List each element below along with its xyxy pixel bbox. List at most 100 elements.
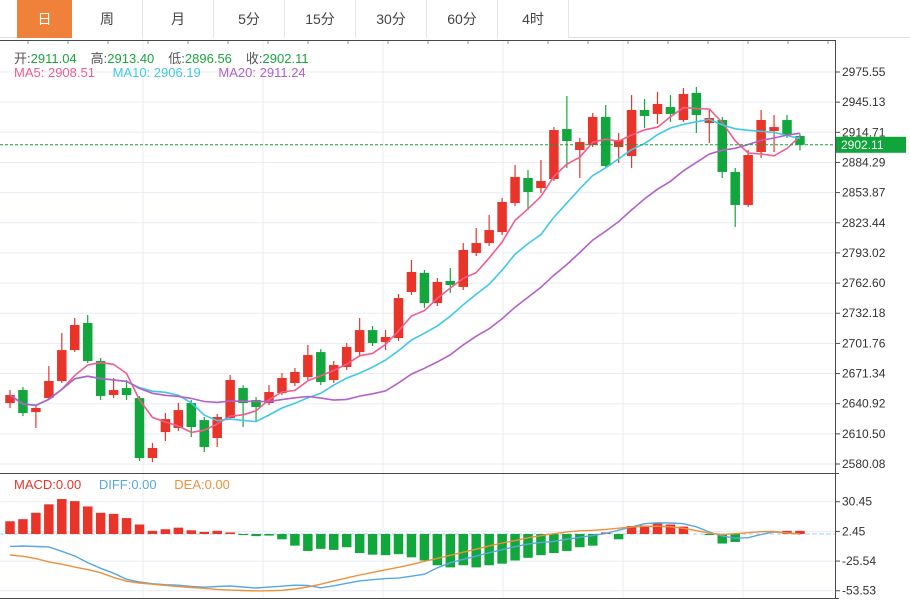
tab-周[interactable]: 周 (72, 0, 143, 38)
axis-tick-label: 2610.50 (842, 427, 886, 441)
tab-60分[interactable]: 60分 (427, 0, 498, 38)
candle-body (406, 271, 417, 293)
macd-legend: MACD:0.00 DIFF:0.00 DEA:0.00 (14, 477, 244, 492)
candle-body (82, 323, 93, 361)
candle-body (173, 410, 184, 429)
axis-tick-label: -53.53 (842, 584, 876, 598)
high-value: 2913.40 (107, 51, 155, 66)
candle-body (652, 103, 663, 114)
axis-tick-label: 2945.13 (842, 95, 886, 109)
tab-30分[interactable]: 30分 (356, 0, 427, 38)
candle-body (341, 347, 352, 368)
ma20-line (9, 132, 801, 407)
close-label: 收: (245, 51, 263, 66)
candle-body (769, 127, 779, 132)
ma5-value: 2908.51 (47, 65, 95, 80)
axis-tick-label: 2914.71 (842, 125, 886, 139)
dea-line (9, 525, 801, 592)
candle-body (329, 365, 339, 381)
candle-body (212, 416, 222, 439)
axis-tick-label: 2732.18 (842, 306, 886, 320)
candle-body (251, 400, 261, 407)
candle-body (717, 120, 727, 172)
price-axis: 2975.55 2945.13 2914.71 2884.29 2853.87 2823.… (835, 65, 886, 598)
candle-body (393, 298, 404, 338)
candle-body (199, 420, 209, 448)
low-label: 低: (168, 51, 185, 66)
candle-body (613, 140, 624, 147)
ma5-label: MA5: (14, 65, 45, 80)
tab-日[interactable]: 日 (17, 0, 72, 38)
candle-body (238, 388, 248, 404)
candle-body (18, 390, 28, 414)
candle-body (691, 92, 702, 115)
chart-frame (0, 40, 839, 599)
candle-body (70, 325, 80, 351)
candle-body (419, 272, 430, 304)
candle-body (147, 448, 158, 459)
tab-月[interactable]: 月 (143, 0, 214, 38)
candle-body (121, 388, 132, 395)
tab-4时[interactable]: 4时 (498, 0, 569, 38)
candles-layer (5, 87, 805, 463)
axis-tick-label: -25.54 (842, 554, 876, 568)
candle-body (795, 135, 805, 145)
axis-tick-label: 30.45 (842, 495, 872, 509)
axis-tick-label: 2.45 (842, 524, 866, 538)
ma10-label: MA10: (112, 65, 151, 80)
low-value: 2896.56 (184, 51, 232, 66)
axis-tick-label: 2671.34 (842, 367, 886, 381)
candle-body (600, 116, 611, 167)
candle-body (756, 120, 766, 153)
macd-value: 0.00 (55, 477, 82, 492)
candle-body (458, 249, 468, 287)
diff-value: 0.00 (131, 477, 157, 492)
candle-body (510, 177, 520, 203)
candle-body (264, 392, 274, 404)
candle-body (380, 337, 391, 343)
candle-body (639, 110, 650, 116)
candle-body (134, 398, 145, 459)
candle-body (354, 330, 365, 353)
candle-body (445, 281, 456, 285)
candle-body (108, 390, 119, 395)
axis-tick-label: 2701.76 (842, 336, 886, 350)
candle-body (575, 142, 585, 151)
macd-histogram (5, 499, 805, 568)
candle-body (730, 171, 740, 205)
ma-legend: MA5: 2908.51 MA10: 2906.19 MA20: 2911.24 (14, 65, 320, 80)
close-value: 2902.11 (262, 51, 309, 66)
axis-tick-label: 2793.02 (842, 246, 886, 260)
candle-body (432, 281, 443, 304)
candle-body (57, 350, 67, 382)
candle-body (225, 380, 235, 418)
diff-line (9, 522, 801, 589)
axis-tick-label: 2580.08 (842, 457, 886, 471)
candle-body (316, 352, 326, 383)
ma10-line (9, 118, 801, 423)
candle-body (471, 243, 481, 253)
candle-body (588, 116, 598, 146)
tab-15分[interactable]: 15分 (285, 0, 356, 38)
tab-5分[interactable]: 5分 (214, 0, 285, 38)
open-label: 开: (14, 51, 31, 66)
candle-body (5, 394, 15, 404)
candle-body (31, 407, 41, 413)
current-price-label: 2902.11 (836, 136, 906, 153)
candle-body (484, 230, 494, 244)
candle-body (277, 378, 287, 394)
axis-tick-label: 2975.55 (842, 65, 886, 79)
macd-label: MACD: (14, 477, 56, 492)
dea-label: DEA: (174, 477, 205, 492)
open-value: 2911.04 (30, 51, 77, 66)
ma10-value: 2906.19 (153, 65, 201, 80)
ohlc-legend: 开:2911.04 高:2913.40 低:2896.56 收:2902.11 (14, 48, 323, 67)
candle-body (186, 403, 197, 428)
candle-body (303, 355, 313, 378)
candle-body (626, 110, 637, 157)
svg-text:2902.11: 2902.11 (841, 138, 884, 152)
diff-label: DIFF: (98, 477, 132, 492)
timeframe-tabs: 日周月 5分 15分 30分 60分 4时 (0, 0, 910, 38)
candle-body (782, 120, 792, 135)
